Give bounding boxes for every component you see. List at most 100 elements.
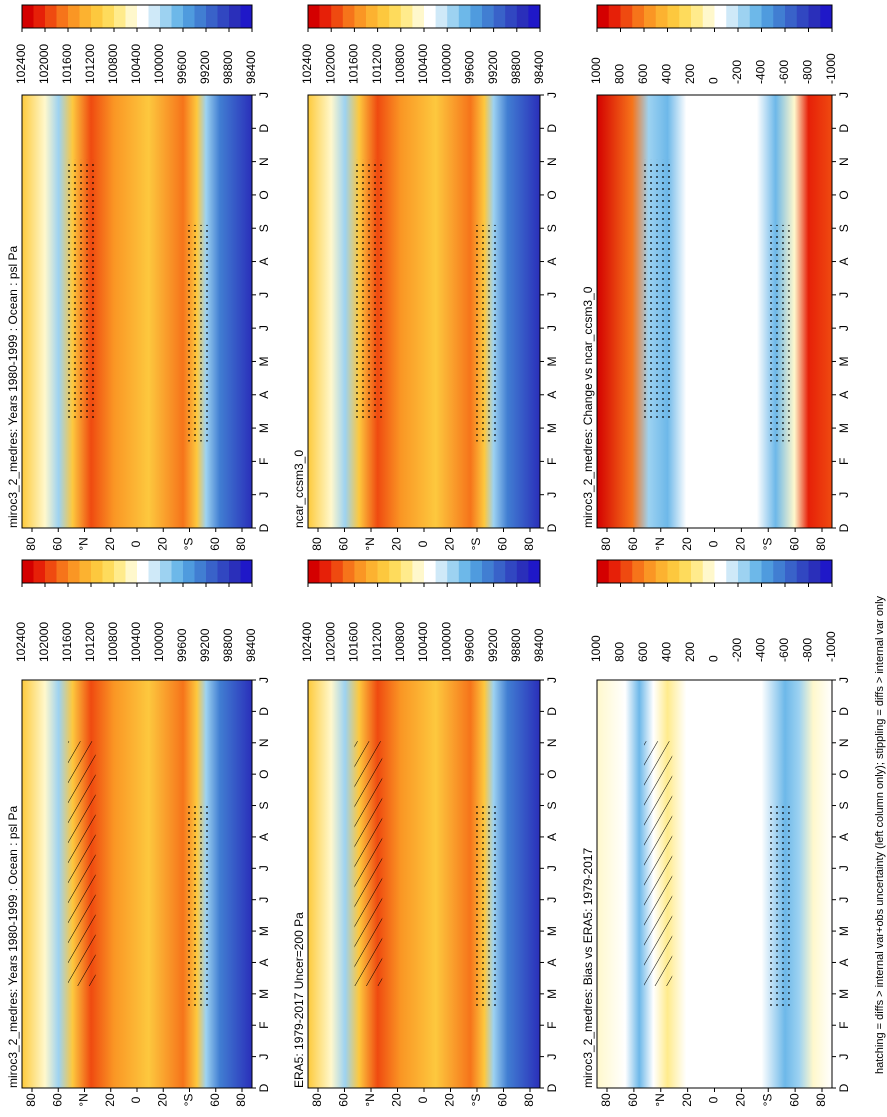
colorbar-swatch <box>505 560 518 583</box>
colorbar-swatch <box>308 560 320 583</box>
lat-label: °N <box>363 1093 377 1106</box>
panel-title: ncar_ccsm3_0 <box>292 450 306 528</box>
colorbar-label: 98400 <box>244 628 258 662</box>
colorbar-label: 102000 <box>323 44 337 84</box>
colorbar-swatch <box>377 560 390 583</box>
lat-label: 80 <box>522 537 536 551</box>
colorbar-label: 100800 <box>393 44 407 84</box>
colorbar-swatch <box>667 5 680 28</box>
panel-title: ERA5: 1979-2017 Uncer=200 Pa <box>292 912 306 1088</box>
colorbar-label: 102000 <box>37 622 51 662</box>
colorbar-swatch <box>194 5 207 28</box>
colorbar-label: 101600 <box>60 44 74 84</box>
colorbar-swatch <box>447 560 460 583</box>
colorbar-label: 200 <box>683 64 697 84</box>
lat-label: 0 <box>416 540 430 547</box>
lat-label: 20 <box>155 537 169 551</box>
stippling <box>644 159 673 420</box>
colorbar-swatch <box>691 560 704 583</box>
month-label: M <box>837 926 851 936</box>
colorbar-swatch <box>229 5 241 28</box>
month-label: J <box>257 1054 271 1060</box>
colorbar-label: 102400 <box>14 622 28 662</box>
month-label: N <box>545 157 559 166</box>
month-label: J <box>837 1054 851 1060</box>
colorbar-swatch <box>79 5 92 28</box>
colorbar-swatch <box>319 5 332 28</box>
month-label: N <box>545 738 559 747</box>
month-label: A <box>257 833 271 841</box>
colorbar-label: 100800 <box>393 622 407 662</box>
colorbar-swatch <box>773 560 786 583</box>
month-label: J <box>257 492 271 498</box>
month-label: A <box>545 258 559 266</box>
colorbar-swatch <box>505 5 518 28</box>
month-label: N <box>837 738 851 747</box>
month-label: D <box>837 707 851 716</box>
lat-label: 0 <box>707 1096 721 1103</box>
month-label: J <box>257 325 271 331</box>
lat-label: 0 <box>416 1096 430 1103</box>
lat-label: °S <box>760 538 774 551</box>
month-label: J <box>837 865 851 871</box>
colorbar-label: 101200 <box>370 44 384 84</box>
colorbar-swatch <box>331 560 344 583</box>
colorbar-label: 99200 <box>198 50 212 84</box>
colorbar-swatch <box>679 5 692 28</box>
colorbar-swatch <box>171 5 184 28</box>
month-label: J <box>257 897 271 903</box>
colorbar-swatch <box>389 560 402 583</box>
colorbar-label: -400 <box>754 638 768 662</box>
colorbar-swatch <box>102 560 115 583</box>
month-label: D <box>257 1083 271 1092</box>
lat-label: 60 <box>50 1093 64 1107</box>
lat-label: 80 <box>234 537 248 551</box>
colorbar-label: 100000 <box>439 622 453 662</box>
month-label: J <box>545 865 559 871</box>
colorbar-swatch <box>820 5 833 28</box>
colorbar-swatch <box>644 560 657 583</box>
colorbar-swatch <box>597 5 610 28</box>
month-label: A <box>837 958 851 966</box>
contour-field <box>308 95 540 528</box>
month-label: N <box>837 157 851 166</box>
month-label: A <box>837 258 851 266</box>
month-label: M <box>257 926 271 936</box>
colorbar-swatch <box>597 560 610 583</box>
colorbar-label: 1000 <box>589 57 603 84</box>
colorbar-label: -200 <box>730 638 744 662</box>
lat-label: 20 <box>103 537 117 551</box>
colorbar-swatch <box>655 560 668 583</box>
month-label: D <box>257 707 271 716</box>
lat-label: 20 <box>103 1093 117 1107</box>
colorbar-label: 99600 <box>175 50 189 84</box>
month-label: D <box>545 523 559 532</box>
colorbar-swatch <box>102 5 115 28</box>
lat-label: 80 <box>814 537 828 551</box>
colorbar-swatch <box>45 560 57 583</box>
colorbar-swatch <box>171 560 184 583</box>
month-label: A <box>545 391 559 399</box>
month-label: A <box>257 391 271 399</box>
month-label: D <box>257 124 271 133</box>
colorbar-label: -800 <box>801 60 815 84</box>
month-label: D <box>837 523 851 532</box>
lat-label: 0 <box>707 540 721 547</box>
lat-label: 80 <box>599 1093 613 1107</box>
lat-label: 20 <box>734 537 748 551</box>
lat-label: 80 <box>599 537 613 551</box>
colorbar-swatch <box>331 5 344 28</box>
month-label: J <box>837 492 851 498</box>
month-label: F <box>545 458 559 465</box>
month-label: O <box>837 769 851 778</box>
colorbar-swatch <box>22 560 34 583</box>
colorbar-swatch <box>114 5 126 28</box>
month-label: O <box>837 190 851 199</box>
colorbar-swatch <box>56 5 69 28</box>
colorbar-swatch <box>516 5 529 28</box>
colorbar-label: 102000 <box>323 622 337 662</box>
stippling <box>187 224 211 442</box>
colorbar-label: 99600 <box>175 628 189 662</box>
panel-title: miroc3_2_medres: Years 1980-1999 : Ocean… <box>6 806 20 1088</box>
month-label: J <box>545 492 559 498</box>
